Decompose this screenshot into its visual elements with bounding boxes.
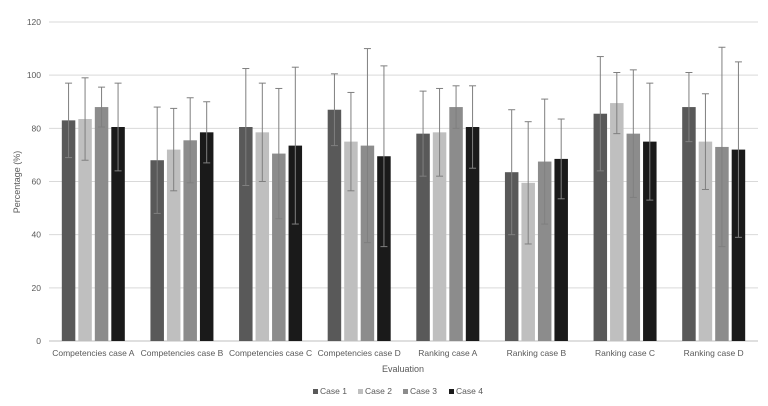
y-tick-label: 40 (32, 230, 42, 240)
bar-case-2 (521, 182, 535, 341)
y-tick-label: 60 (32, 177, 42, 187)
bar-case-3 (183, 140, 197, 341)
x-tick-label: Competencies case B (141, 348, 224, 358)
legend-label: Case 4 (456, 386, 483, 396)
legend-label: Case 2 (365, 386, 392, 396)
x-axis-title: Evaluation (382, 364, 424, 374)
bar-case-4 (554, 158, 568, 341)
x-tick-label: Ranking case D (684, 348, 744, 358)
bar-case-3 (626, 133, 641, 341)
legend: Case 1 Case 2 Case 3 Case 4 (313, 386, 483, 396)
legend-label: Case 1 (320, 386, 347, 396)
bar-case-3 (94, 107, 109, 341)
bar-case-1 (327, 109, 342, 341)
y-axis-title: Percentage (%) (12, 151, 22, 214)
bar-case-3 (537, 161, 552, 341)
x-tick-label: Ranking case A (418, 348, 477, 358)
bar-case-1 (504, 172, 519, 341)
y-tick-label: 100 (27, 70, 41, 80)
bar-case-2 (698, 141, 713, 341)
bar-case-4 (288, 145, 303, 341)
x-tick-label: Ranking case B (507, 348, 567, 358)
bar-case-4 (643, 141, 657, 341)
bar-case-2 (610, 103, 624, 342)
legend-swatch (449, 389, 454, 394)
legend-swatch (313, 389, 318, 394)
y-tick-label: 0 (36, 336, 41, 346)
y-tick-labels: 0 20 40 60 80 100 120 (27, 17, 41, 346)
x-tick-label: Competencies case D (318, 348, 401, 358)
x-tick-label: Competencies case C (229, 348, 312, 358)
bar-case-3 (360, 145, 375, 341)
bar-case-2 (78, 119, 92, 341)
bar-case-2 (255, 132, 270, 341)
bar-case-3 (272, 153, 286, 341)
y-tick-label: 20 (32, 283, 42, 293)
bar-case-4 (377, 156, 391, 341)
error-bars-layer (65, 46, 742, 248)
x-tick-label: Competencies case A (52, 348, 135, 358)
bar-case-4 (111, 127, 125, 341)
bar-case-2 (344, 141, 358, 341)
legend-label: Case 3 (410, 386, 437, 396)
bar-case-4 (465, 127, 480, 341)
bar-case-4 (199, 132, 214, 341)
y-tick-label: 80 (32, 123, 42, 133)
bar-case-1 (61, 120, 76, 341)
x-tick-label: Ranking case C (595, 348, 655, 358)
bar-case-1 (416, 133, 430, 341)
bar-case-2 (166, 149, 181, 341)
y-tick-label: 120 (27, 17, 41, 27)
bar-case-1 (682, 107, 696, 341)
bar-case-2 (432, 132, 447, 341)
bar-case-1 (150, 160, 164, 341)
legend-swatch (358, 389, 363, 394)
bar-case-4 (731, 149, 746, 341)
bar-case-1 (239, 127, 253, 341)
x-tick-labels: Competencies case A Competencies case B Co… (52, 348, 743, 358)
bar-case-3 (449, 107, 463, 341)
legend-swatch (403, 389, 408, 394)
bars-layer (61, 103, 746, 342)
